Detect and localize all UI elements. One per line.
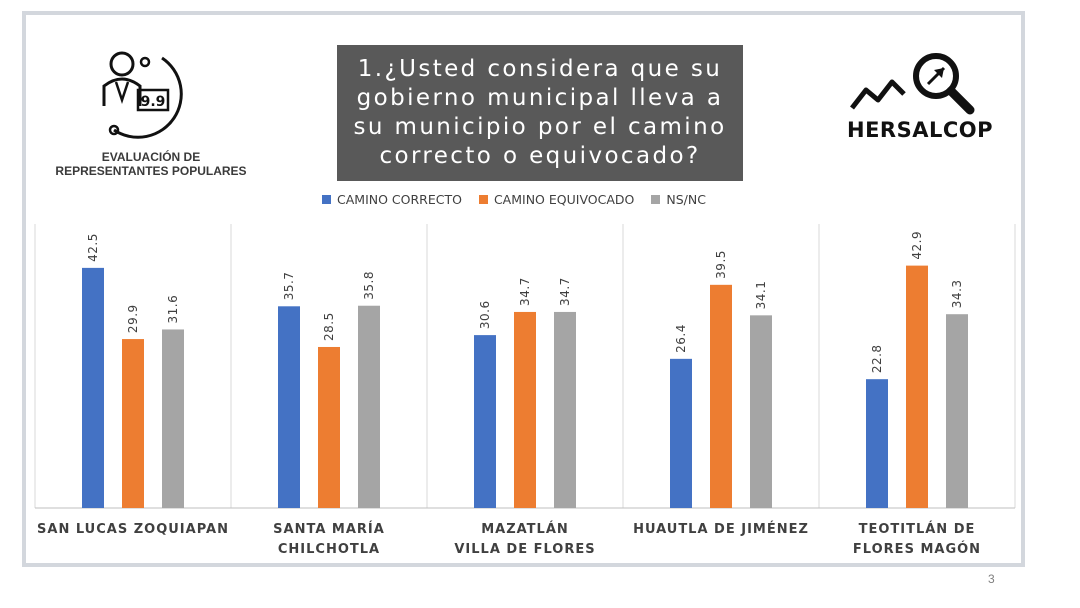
- person-score-icon: 9.9: [102, 51, 183, 139]
- category-label: VILLA DE FLORES: [454, 542, 595, 557]
- category-label: MAZATLÁN: [481, 521, 569, 537]
- legend-swatch-correcto: [322, 194, 331, 204]
- category-label: CHILCHOTLA: [278, 542, 380, 557]
- legend-item-equivocado: CAMINO EQUIVOCADO: [478, 191, 635, 207]
- bar-correcto: [278, 306, 300, 508]
- bar-nsnc: [162, 329, 184, 508]
- question-title: 1.¿Usted considera que su gobierno munic…: [353, 56, 727, 169]
- bar-correcto: [82, 267, 104, 508]
- data-label-nsnc: 31.6: [166, 295, 180, 324]
- data-label-nsnc: 35.8: [362, 271, 376, 300]
- chart-legend: CAMINO CORRECTO CAMINO EQUIVOCADO NS/NC: [322, 191, 723, 207]
- legend-swatch-nsnc: [651, 194, 661, 204]
- data-label-nsnc: 34.3: [950, 279, 964, 308]
- bar-nsnc: [750, 315, 772, 508]
- data-label-correcto: 22.8: [870, 344, 884, 373]
- data-label-equivocado: 42.9: [910, 231, 924, 260]
- bar-equivocado: [318, 346, 340, 508]
- legend-label-nsnc: NS/NC: [666, 191, 706, 207]
- bar-nsnc: [554, 311, 576, 508]
- bar-correcto: [474, 335, 496, 508]
- legend-item-correcto: CAMINO CORRECTO: [322, 192, 462, 207]
- legend-item-nsnc: NS/NC: [651, 192, 706, 207]
- bar-equivocado: [710, 284, 732, 508]
- caption-line-2: REPRESENTANTES POPULARES: [55, 164, 247, 178]
- evaluacion-logo: 9.9 EVALUACIÓN DE REPRESENTANTES POPULAR…: [46, 42, 256, 187]
- data-label-correcto: 42.5: [86, 233, 100, 262]
- data-label-correcto: 26.4: [674, 324, 688, 353]
- question-title-box: 1.¿Usted considera que su gobierno munic…: [337, 45, 743, 181]
- legend-label-correcto: CAMINO CORRECTO: [337, 191, 462, 207]
- hersalcop-logo: HERSALCOP: [842, 50, 993, 150]
- data-label-equivocado: 28.5: [322, 312, 336, 341]
- data-label-equivocado: 34.7: [518, 277, 532, 306]
- brand-name: HERSALCOP: [847, 118, 994, 142]
- category-label: HUAUTLA DE JIMÉNEZ: [633, 521, 809, 537]
- data-label-nsnc: 34.7: [558, 277, 572, 306]
- bar-equivocado: [906, 265, 928, 508]
- category-label: FLORES MAGÓN: [853, 541, 981, 557]
- bar-correcto: [866, 379, 888, 508]
- caption-line-1: EVALUACIÓN DE: [101, 150, 201, 164]
- evaluacion-caption: EVALUACIÓN DE REPRESENTANTES POPULARES: [46, 150, 256, 178]
- data-label-correcto: 35.7: [282, 272, 296, 301]
- data-label-nsnc: 34.1: [754, 281, 768, 310]
- category-label: TEOTITLÁN DE: [859, 521, 976, 537]
- page-number: 3: [988, 572, 995, 586]
- legend-swatch-equivocado: [478, 194, 488, 204]
- bar-nsnc: [946, 314, 968, 508]
- bar-nsnc: [358, 305, 380, 508]
- bar-equivocado: [514, 311, 536, 508]
- data-label-correcto: 30.6: [478, 300, 492, 329]
- bar-correcto: [670, 358, 692, 508]
- svg-text:9.9: 9.9: [141, 94, 166, 110]
- legend-label-equivocado: CAMINO EQUIVOCADO: [493, 191, 635, 207]
- data-label-equivocado: 39.5: [714, 250, 728, 279]
- data-label-equivocado: 29.9: [126, 304, 140, 333]
- category-label: SANTA MARÍA: [273, 521, 385, 537]
- bar-equivocado: [122, 339, 144, 508]
- magnifier-chart-icon: [850, 53, 975, 115]
- category-label: SAN LUCAS ZOQUIAPAN: [37, 522, 229, 537]
